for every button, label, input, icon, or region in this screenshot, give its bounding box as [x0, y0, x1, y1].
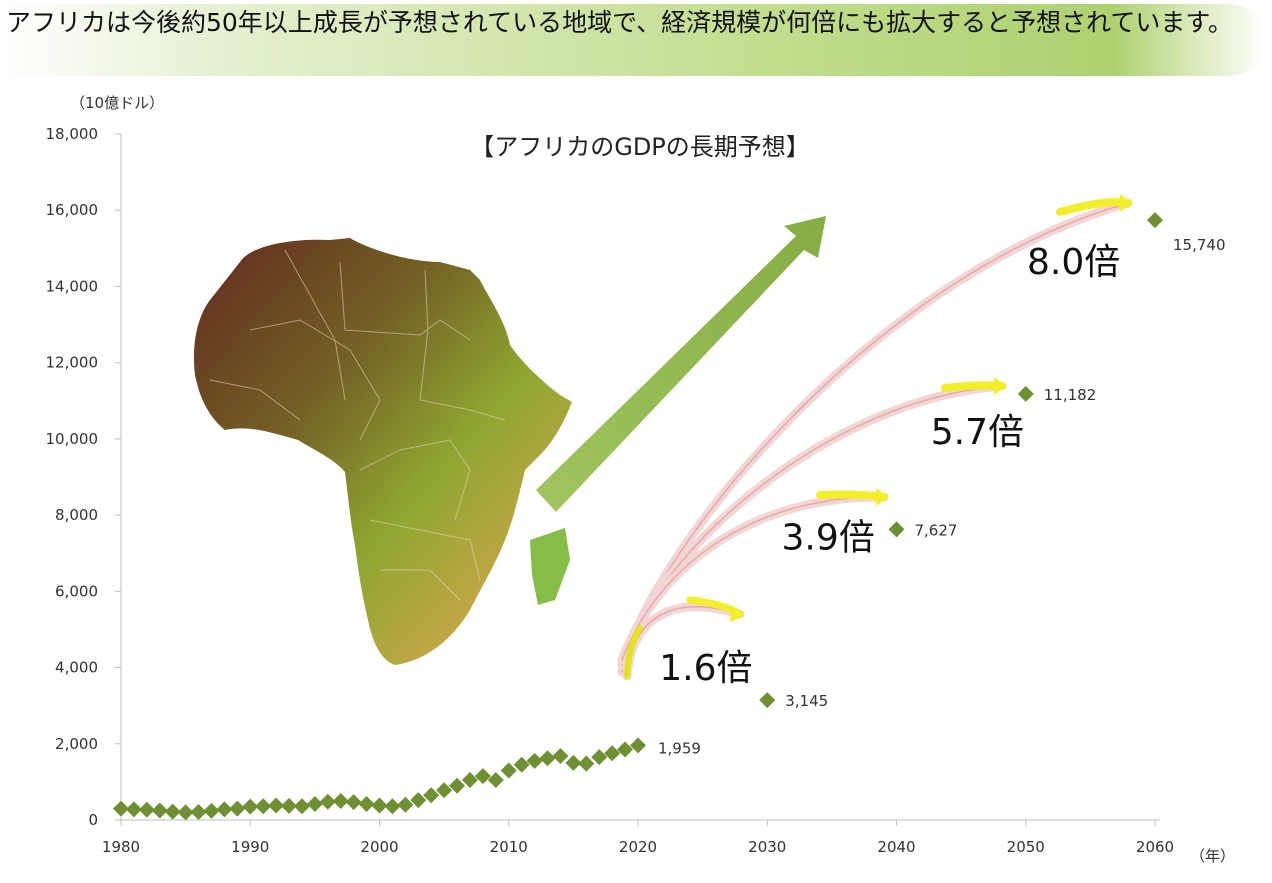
projection-point [888, 521, 905, 538]
multiplier-arrows [617, 194, 1133, 681]
history-point [268, 797, 285, 814]
y-tick-label: 0 [88, 811, 98, 829]
history-point [630, 737, 646, 754]
history-point [345, 794, 362, 811]
x-tick-label: 2030 [748, 838, 786, 856]
history-point [539, 750, 556, 767]
y-tick-label: 8,000 [55, 506, 98, 524]
history-point [332, 792, 349, 809]
growth-multiplier-label: 3.9倍 [782, 517, 875, 558]
history-point [319, 793, 336, 810]
history-point [397, 796, 414, 813]
history-point [151, 802, 168, 819]
history-point [384, 798, 401, 815]
headline: アフリカは今後約50年以上成長が予想されている地域で、経済規模が何倍にも拡大する… [6, 8, 1233, 37]
y-tick-label: 18,000 [46, 125, 99, 143]
history-point [371, 797, 388, 814]
history-point [113, 800, 129, 817]
y-tick-label: 6,000 [55, 582, 98, 600]
x-tick-label: 1980 [102, 838, 140, 856]
x-tick-label: 2020 [619, 838, 657, 856]
y-tick-label: 10,000 [46, 430, 99, 448]
growth-multiplier-label: 1.6倍 [659, 648, 752, 689]
projection-point [1017, 385, 1034, 402]
growth-multiplier-label: 5.7倍 [931, 412, 1024, 453]
growth-arrow [536, 216, 826, 512]
history-point [293, 798, 310, 815]
projection-point [759, 692, 776, 709]
y-tick-label: 4,000 [55, 659, 98, 677]
history-point [487, 771, 504, 788]
history-point [565, 754, 582, 771]
headline-band [0, 4, 1265, 76]
projection-value-label: 11,182 [1044, 386, 1097, 404]
history-point [552, 747, 569, 764]
projection-value-label: 15,740 [1173, 236, 1226, 254]
history-point [203, 802, 220, 819]
history-point [216, 801, 233, 818]
history-point [229, 800, 246, 817]
axes: 0 2,000 4,000 6,000 8,000 10,000 12,000 14,000 1… [46, 125, 1175, 856]
history-point [604, 745, 621, 762]
history-point [177, 804, 194, 821]
x-tick-label: 2050 [1007, 838, 1045, 856]
projection-value-label: 3,145 [785, 692, 828, 710]
history-point [436, 782, 453, 799]
chart-title: 【アフリカのGDPの長期予想】 [470, 133, 810, 161]
history-point [526, 752, 543, 769]
x-tick-label: 2010 [490, 838, 528, 856]
x-tick-label: 1990 [231, 838, 269, 856]
y-axis-unit: （10億ドル） [70, 94, 164, 112]
x-axis-unit: （年） [1190, 847, 1235, 865]
africa-map-illustration [193, 238, 572, 665]
history-point [617, 741, 634, 758]
history-point [358, 795, 375, 812]
history-point [242, 798, 259, 815]
history-point [474, 768, 491, 785]
history-point [461, 771, 478, 788]
y-tick-label: 2,000 [55, 735, 98, 753]
history-point [306, 795, 323, 812]
projection-value-label: 7,627 [915, 521, 958, 539]
projection-point [1147, 212, 1163, 229]
history-point [255, 798, 272, 815]
projection-series: 3,145 1.6倍 7,627 3.9倍 11,182 5.7倍 15,740 8.0倍 [659, 212, 1226, 710]
x-tick-label: 2040 [877, 838, 915, 856]
history-point [513, 756, 530, 773]
history-point [423, 787, 440, 804]
y-tick-label: 12,000 [46, 354, 99, 372]
history-point [281, 797, 298, 814]
history-point [500, 762, 517, 779]
history-point [591, 749, 608, 766]
history-point [125, 801, 142, 818]
history-point [578, 755, 595, 772]
y-tick-label: 16,000 [46, 201, 99, 219]
history-point [410, 792, 427, 809]
x-tick-label: 2000 [360, 838, 398, 856]
history-point [190, 803, 207, 820]
growth-multiplier-label: 8.0倍 [1027, 242, 1120, 283]
x-tick-label: 2060 [1136, 838, 1174, 856]
history-series: 1,959 [113, 737, 701, 821]
y-tick-label: 14,000 [46, 277, 99, 295]
history-point [449, 777, 466, 794]
history-point [164, 803, 181, 820]
last-actual-label: 1,959 [658, 739, 701, 757]
history-point [138, 801, 155, 818]
